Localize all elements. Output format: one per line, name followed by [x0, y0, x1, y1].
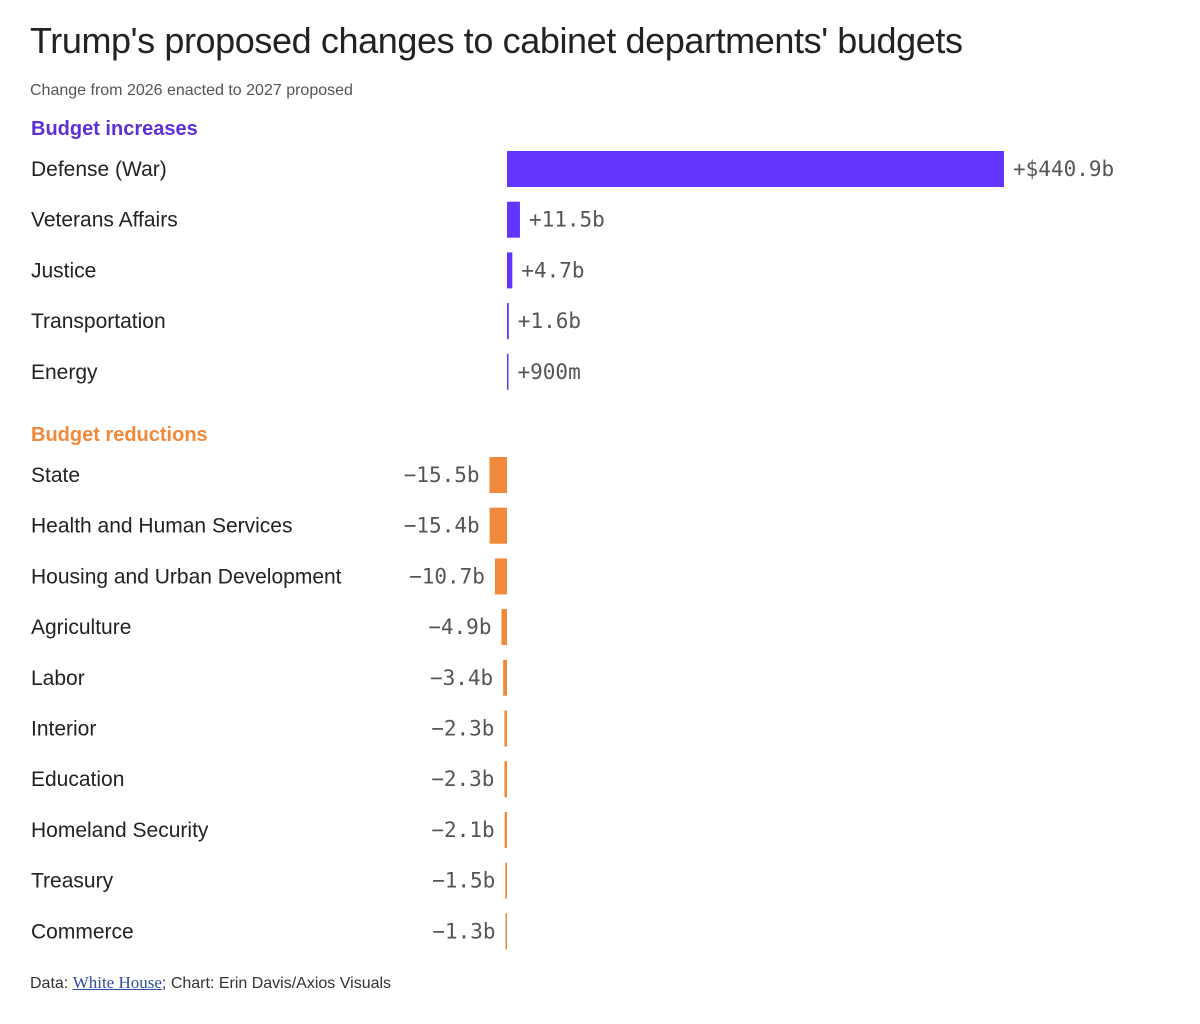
- increase-bar: [507, 151, 1004, 187]
- reduction-bar: [489, 457, 507, 493]
- category-label: Veterans Affairs: [31, 209, 178, 232]
- value-label: +1.6b: [518, 309, 581, 333]
- chart-subtitle: Change from 2026 enacted to 2027 propose…: [30, 82, 353, 99]
- category-label: Energy: [31, 361, 98, 384]
- value-label: +11.5b: [529, 208, 605, 232]
- category-label: Agriculture: [31, 616, 131, 639]
- source-suffix: ; Chart: Erin Davis/Axios Visuals: [161, 975, 392, 992]
- value-label: −10.7b: [409, 564, 485, 588]
- category-label: Defense (War): [31, 158, 167, 181]
- increase-bar: [507, 252, 513, 289]
- value-label: −15.4b: [404, 514, 480, 538]
- category-label: Commerce: [31, 920, 134, 943]
- value-label: −1.5b: [432, 869, 495, 893]
- category-label: Justice: [31, 259, 96, 282]
- increase-bar: [507, 201, 520, 238]
- category-label: State: [31, 464, 80, 487]
- category-label: Health and Human Services: [31, 515, 292, 538]
- value-label: −2.3b: [431, 717, 494, 741]
- source-prefix: Data:: [30, 975, 73, 992]
- reduction-bar: [494, 558, 507, 595]
- chart-title: Trump's proposed changes to cabinet depa…: [30, 20, 963, 61]
- value-label: −2.3b: [431, 767, 494, 791]
- section-label-increases: Budget increases: [31, 118, 198, 140]
- increase-bar: [507, 353, 509, 390]
- increase-bar: [507, 303, 509, 340]
- value-label: −3.4b: [430, 666, 493, 690]
- value-label: −15.5b: [404, 463, 480, 487]
- reduction-bar: [503, 659, 507, 696]
- value-label: −4.9b: [428, 615, 491, 639]
- category-label: Treasury: [31, 870, 114, 893]
- value-label: +4.7b: [521, 258, 584, 282]
- category-label: Transportation: [31, 310, 166, 333]
- category-label: Homeland Security: [31, 819, 209, 842]
- reduction-bar: [489, 507, 507, 544]
- category-label: Labor: [31, 667, 85, 690]
- reduction-bar: [504, 761, 507, 798]
- source-note: Data: White House; Chart: Erin Davis/Axi…: [30, 973, 391, 993]
- value-label: −1.3b: [432, 919, 495, 943]
- source-link[interactable]: White House: [72, 973, 162, 992]
- reduction-bar: [505, 913, 507, 950]
- category-label: Education: [31, 768, 124, 791]
- reduction-bar: [504, 811, 507, 848]
- section-label-reductions: Budget reductions: [31, 424, 208, 446]
- reduction-bar: [505, 862, 507, 899]
- reduction-bar: [504, 710, 507, 747]
- value-label: −2.1b: [431, 818, 494, 842]
- category-label: Interior: [31, 718, 96, 741]
- value-label: +900m: [518, 360, 581, 384]
- category-label: Housing and Urban Development: [31, 565, 342, 588]
- reduction-bar: [501, 609, 507, 646]
- value-label: +$440.9b: [1013, 157, 1114, 181]
